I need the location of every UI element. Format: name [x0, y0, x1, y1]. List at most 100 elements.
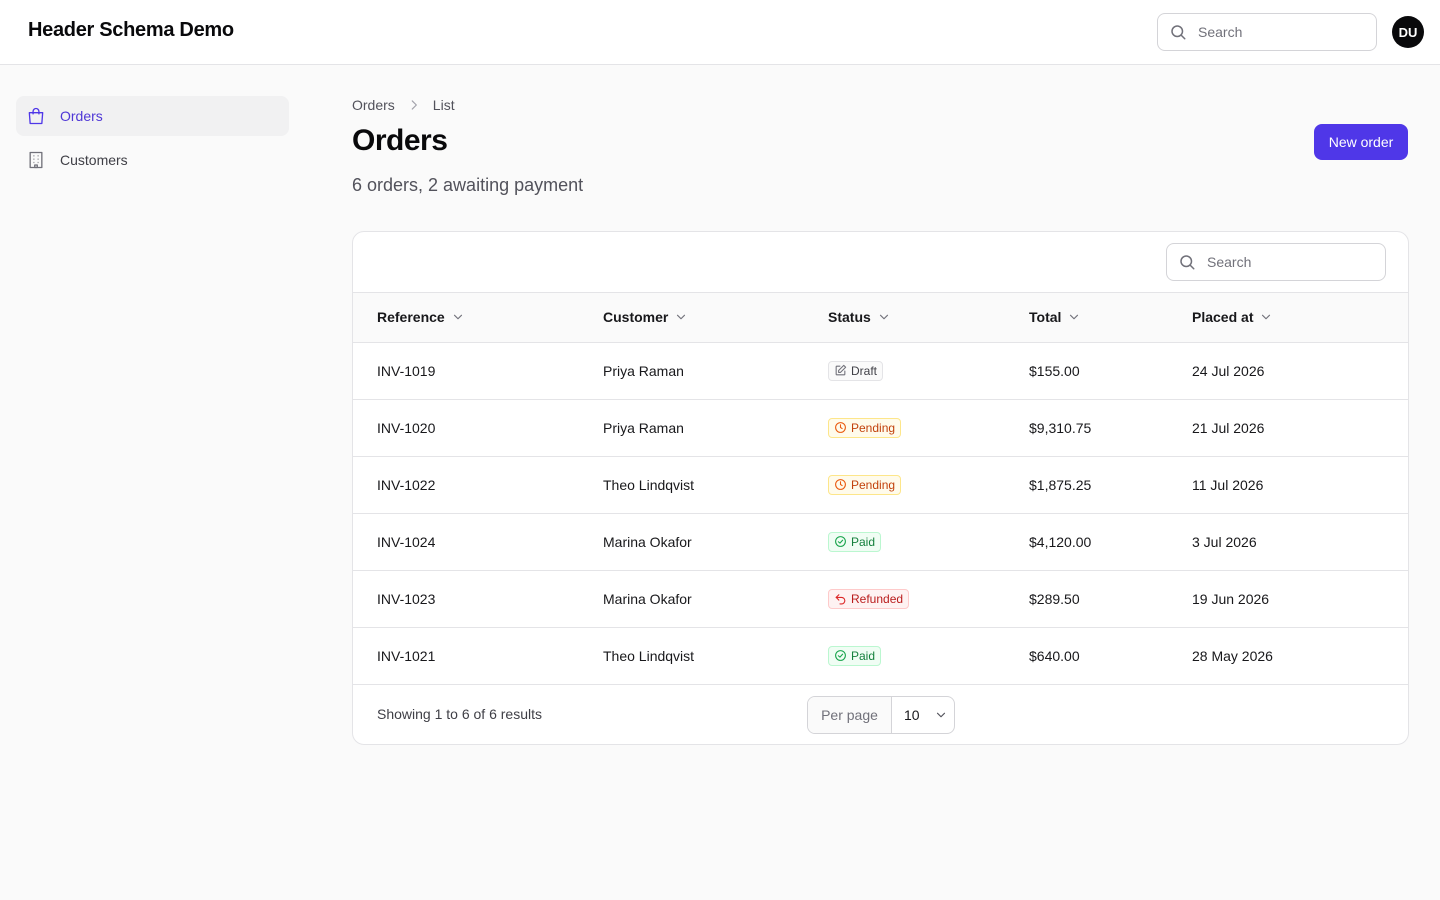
chevron-down-icon	[451, 310, 465, 324]
cell-status: Paid	[828, 513, 1029, 570]
cell-placed-at: 21 Jul 2026	[1192, 419, 1265, 436]
status-badge: Paid	[828, 531, 882, 552]
cell-customer: Priya Raman	[603, 362, 684, 379]
cell-placed-at: 19 Jun 2026	[1192, 590, 1270, 607]
sidebar-item-orders[interactable]: Orders	[16, 96, 289, 136]
status-badge-label: Paid	[851, 534, 876, 549]
sidebar: Orders Customers	[16, 96, 289, 184]
table-toolbar	[353, 232, 1408, 293]
column-header-label: Reference	[377, 309, 445, 326]
column-header-customer[interactable]: Customer	[603, 293, 828, 342]
page-title: Orders	[352, 124, 448, 157]
cell-reference: INV-1020	[377, 419, 436, 436]
chevron-down-icon	[1067, 310, 1081, 324]
pencil-icon	[834, 364, 847, 377]
breadcrumb-item-orders[interactable]: Orders	[352, 97, 395, 113]
cell-total: $9,310.75	[1029, 419, 1092, 436]
cell-reference: INV-1022	[377, 476, 436, 493]
page-subtitle: 6 orders, 2 awaiting payment	[352, 175, 584, 195]
table-footer: Showing 1 to 6 of 6 results Per page 10	[353, 685, 1408, 745]
cell-status: Draft	[828, 342, 1029, 399]
status-badge-label: Pending	[851, 420, 896, 435]
per-page-select[interactable]: 10	[892, 697, 954, 733]
cell-customer: Marina Okafor	[603, 590, 692, 607]
table-row[interactable]: INV-1022 Theo Lindqvist Pending $1,875.25 11…	[353, 456, 1408, 513]
check-circle-icon	[834, 535, 847, 548]
clock-icon	[834, 478, 847, 491]
cell-reference: INV-1023	[377, 590, 436, 607]
cell-customer: Priya Raman	[603, 419, 684, 436]
cell-total: $1,875.25	[1029, 476, 1092, 493]
building-icon	[26, 150, 46, 170]
clock-icon	[834, 421, 847, 434]
chevron-down-icon	[877, 310, 891, 324]
status-badge-label: Paid	[851, 648, 876, 663]
results-summary: Showing 1 to 6 of 6 results	[377, 705, 542, 722]
check-circle-icon	[834, 649, 847, 662]
chevron-right-icon	[407, 98, 421, 112]
column-header-reference[interactable]: Reference	[353, 293, 603, 342]
cell-reference: INV-1019	[377, 362, 436, 379]
table-row[interactable]: INV-1024 Marina Okafor Paid $4,120.00 3 Jul …	[353, 513, 1408, 570]
column-header-placed-at[interactable]: Placed at	[1192, 293, 1408, 342]
cell-placed-at: 24 Jul 2026	[1192, 362, 1265, 379]
column-header-total[interactable]: Total	[1029, 293, 1192, 342]
table-header-row: Reference Customer Status Total Placed a…	[353, 293, 1408, 342]
column-header-label: Placed at	[1192, 309, 1254, 326]
status-badge: Refunded	[828, 588, 910, 609]
cell-total: $640.00	[1029, 647, 1080, 664]
cell-total: $4,120.00	[1029, 533, 1092, 550]
status-badge: Draft	[828, 360, 884, 381]
status-badge-label: Draft	[851, 363, 878, 378]
status-badge-label: Refunded	[851, 591, 904, 606]
table-row[interactable]: INV-1019 Priya Raman Draft $155.00 24 Jul 20…	[353, 342, 1408, 399]
avatar[interactable]: DU	[1392, 16, 1424, 48]
cell-placed-at: 11 Jul 2026	[1192, 476, 1264, 493]
table-search[interactable]	[1166, 243, 1386, 281]
new-order-button[interactable]: New order	[1314, 124, 1408, 160]
cell-reference: INV-1021	[377, 647, 436, 664]
global-search-input[interactable]	[1198, 24, 1358, 40]
search-icon	[1167, 253, 1207, 271]
cell-status: Paid	[828, 627, 1029, 684]
orders-table: Reference Customer Status Total Placed a…	[353, 293, 1408, 685]
cell-reference: INV-1024	[377, 533, 436, 550]
table-search-input[interactable]	[1207, 254, 1367, 270]
status-badge: Paid	[828, 645, 882, 666]
orders-table-card: Reference Customer Status Total Placed a…	[352, 231, 1409, 745]
chevron-down-icon	[934, 708, 948, 722]
cell-placed-at: 28 May 2026	[1192, 647, 1273, 664]
column-header-label: Customer	[603, 309, 669, 326]
undo-arrow-icon	[834, 592, 847, 605]
column-header-label: Status	[828, 309, 871, 326]
cell-status: Pending	[828, 399, 1029, 456]
sidebar-item-label: Orders	[60, 108, 103, 124]
cell-status: Pending	[828, 456, 1029, 513]
status-badge-label: Pending	[851, 477, 896, 492]
breadcrumb: Orders List	[352, 97, 455, 113]
table-row[interactable]: INV-1020 Priya Raman Pending $9,310.75 21 Ju…	[353, 399, 1408, 456]
app-title: Header Schema Demo	[28, 19, 234, 41]
sidebar-item-customers[interactable]: Customers	[16, 140, 289, 180]
breadcrumb-item-list: List	[432, 97, 455, 113]
per-page-label: Per page	[808, 696, 892, 733]
per-page-value: 10	[904, 706, 920, 723]
table-row[interactable]: INV-1023 Marina Okafor Refunded $289.50 19 J…	[353, 570, 1408, 627]
cell-status: Refunded	[828, 570, 1029, 627]
status-badge: Pending	[828, 417, 902, 438]
table-row[interactable]: INV-1021 Theo Lindqvist Paid $640.00 28 May …	[353, 627, 1408, 684]
per-page-control: Per page 10	[807, 695, 955, 734]
cell-customer: Theo Lindqvist	[603, 476, 695, 493]
top-bar: Header Schema Demo DU	[0, 0, 1440, 65]
global-search[interactable]	[1157, 13, 1377, 51]
shopping-bag-icon	[26, 106, 46, 126]
cell-placed-at: 3 Jul 2026	[1192, 533, 1257, 550]
table-body: INV-1019 Priya Raman Draft $155.00 24 Jul 20…	[353, 342, 1408, 684]
chevron-down-icon	[674, 310, 688, 324]
column-header-status[interactable]: Status	[828, 293, 1029, 342]
cell-total: $155.00	[1029, 362, 1080, 379]
column-header-label: Total	[1029, 309, 1062, 326]
cell-total: $289.50	[1029, 590, 1080, 607]
search-icon	[1158, 23, 1198, 41]
sidebar-item-label: Customers	[60, 152, 128, 168]
